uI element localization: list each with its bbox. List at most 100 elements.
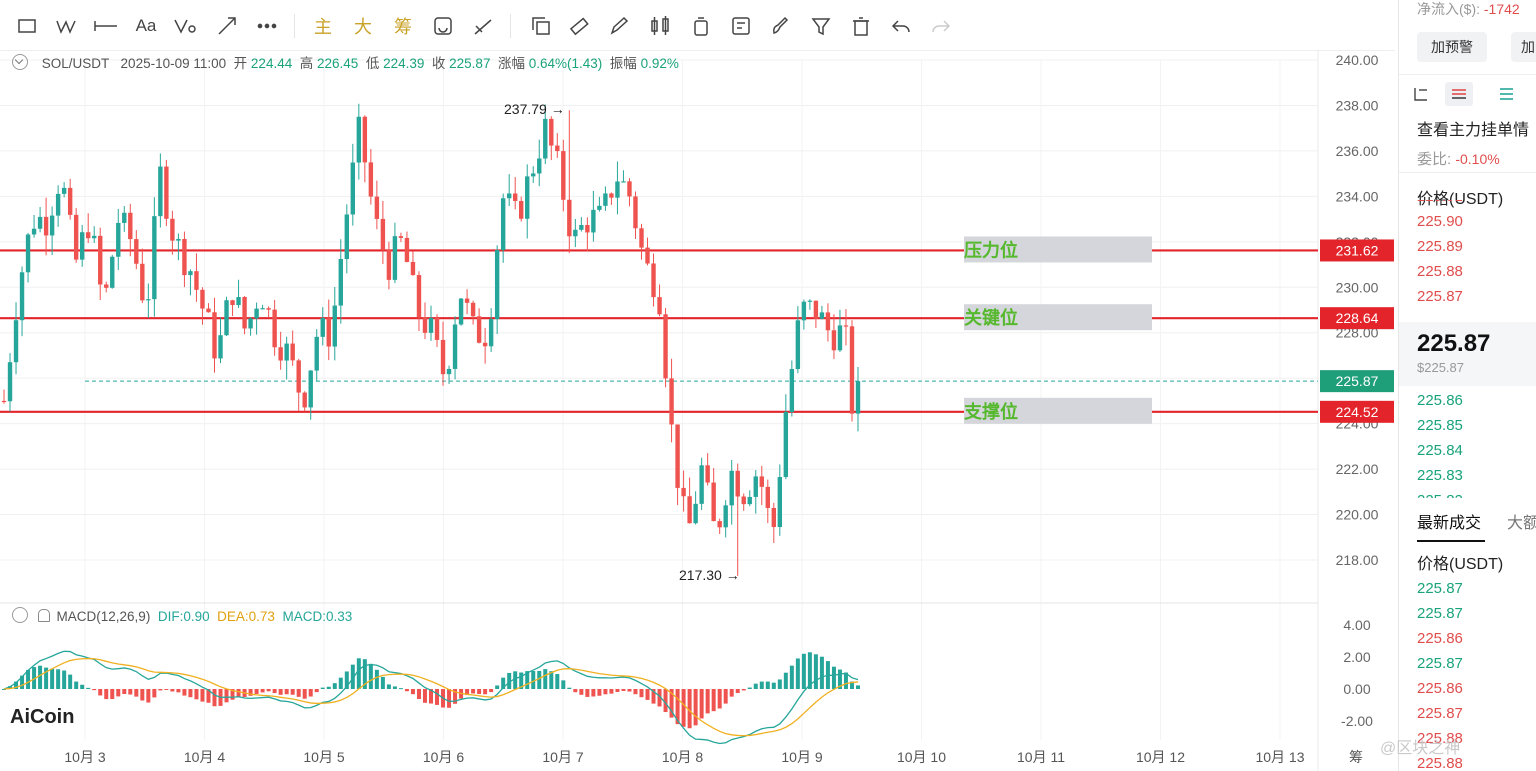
candle-body bbox=[380, 218, 386, 250]
candle-body bbox=[675, 424, 680, 488]
macd-histogram-bar bbox=[86, 687, 91, 689]
macd-histogram-bar bbox=[260, 689, 265, 693]
pencil-icon[interactable] bbox=[606, 14, 632, 38]
rectangle-icon[interactable] bbox=[14, 14, 40, 38]
candle-body bbox=[61, 187, 67, 194]
sync-icon[interactable] bbox=[430, 14, 456, 38]
trade-price-row[interactable]: 225.87 bbox=[1417, 655, 1463, 672]
filter-icon[interactable] bbox=[808, 14, 834, 38]
ask-price-row[interactable]: 225.87 bbox=[1417, 288, 1463, 305]
candle-body bbox=[362, 116, 368, 163]
bid-price-row[interactable]: 225.83 bbox=[1417, 467, 1463, 484]
trade-price-row[interactable]: 225.87 bbox=[1417, 580, 1463, 597]
macd-histogram-bar bbox=[308, 689, 313, 697]
candle-body bbox=[615, 181, 620, 198]
trade-price-row[interactable]: 225.86 bbox=[1417, 680, 1463, 697]
macd-histogram-bar bbox=[657, 689, 662, 707]
macd-histogram-bar bbox=[44, 667, 49, 689]
candle-body bbox=[428, 317, 434, 333]
trade-price-row[interactable]: 225.87 bbox=[1417, 705, 1463, 722]
macd-histogram-bar bbox=[416, 689, 421, 700]
ratio-label: 委比: bbox=[1417, 151, 1452, 168]
macd-histogram-bar bbox=[248, 689, 253, 696]
candle-body bbox=[645, 247, 650, 264]
wave-icon[interactable] bbox=[54, 14, 80, 38]
depth-both-icon[interactable] bbox=[1445, 82, 1473, 106]
low-label: 低 bbox=[365, 56, 380, 71]
macd-histogram-bar bbox=[176, 689, 181, 693]
bid-price-row[interactable]: 225.86 bbox=[1417, 392, 1463, 409]
candle-body bbox=[278, 347, 283, 361]
add-button[interactable]: 加 bbox=[1511, 32, 1536, 62]
candle-body bbox=[404, 237, 410, 262]
timer-icon[interactable] bbox=[688, 14, 714, 38]
more-icon[interactable] bbox=[254, 14, 280, 38]
big-order-button[interactable]: 大 bbox=[354, 17, 372, 37]
ask-price-row[interactable]: 225.88 bbox=[1417, 263, 1463, 280]
fibonacci-icon[interactable] bbox=[172, 14, 200, 38]
candle-body bbox=[777, 477, 783, 528]
candle-body bbox=[651, 263, 656, 298]
trade-price-row[interactable]: 225.88 bbox=[1417, 730, 1463, 747]
tab-big-trades[interactable]: 大额 bbox=[1507, 515, 1536, 532]
candle-body bbox=[37, 216, 43, 229]
trend-line-icon[interactable] bbox=[214, 14, 240, 38]
redo-icon[interactable] bbox=[928, 14, 954, 38]
trade-price-row[interactable]: 225.87 bbox=[1417, 605, 1463, 622]
depth-title[interactable]: 查看主力挂单情 bbox=[1417, 122, 1530, 139]
depth-list-icon[interactable] bbox=[1495, 84, 1519, 104]
copy-icon[interactable] bbox=[528, 14, 554, 38]
chip-distribution-button[interactable]: 筹 bbox=[394, 17, 412, 37]
candle-body bbox=[356, 116, 362, 163]
bell-icon[interactable] bbox=[37, 609, 50, 622]
horizontal-line-icon[interactable] bbox=[93, 14, 119, 38]
candle-body bbox=[350, 162, 356, 215]
macd-histogram-bar bbox=[639, 689, 644, 698]
close-label: 收 bbox=[431, 56, 446, 71]
candle-body bbox=[543, 118, 548, 159]
net-inflow: 净流入($): -1742 bbox=[1417, 0, 1520, 19]
depth-layout-icon[interactable] bbox=[1411, 84, 1435, 104]
text-tool-icon[interactable]: Aa bbox=[135, 16, 157, 35]
candle-body bbox=[627, 181, 632, 197]
measure-icon[interactable] bbox=[470, 14, 496, 38]
candle-body bbox=[170, 218, 175, 241]
ask-price-row[interactable]: 225.91 bbox=[1417, 200, 1463, 205]
add-alert-button[interactable]: 加预警 bbox=[1417, 32, 1487, 62]
min-price-label: 217.30 → bbox=[679, 567, 740, 583]
tab-latest-trades[interactable]: 最新成交 bbox=[1417, 515, 1482, 532]
candle-chart-icon[interactable] bbox=[648, 14, 674, 38]
collapse-icon[interactable] bbox=[12, 607, 28, 623]
drawing-toolbar: Aa 主 大 筹 bbox=[0, 0, 1395, 51]
ruler-icon[interactable] bbox=[566, 14, 592, 38]
main-indicator-button[interactable]: 主 bbox=[314, 17, 332, 37]
candle-body bbox=[416, 275, 422, 318]
panel-divider bbox=[1399, 74, 1536, 75]
brush-icon[interactable] bbox=[768, 14, 794, 38]
candle-body bbox=[603, 193, 608, 206]
undo-icon[interactable] bbox=[888, 14, 914, 38]
note-icon[interactable] bbox=[728, 14, 754, 38]
candle-body bbox=[266, 308, 271, 310]
ask-price-row[interactable]: 225.90 bbox=[1417, 213, 1463, 230]
trash-icon[interactable] bbox=[848, 14, 874, 38]
macd-histogram-bar bbox=[843, 672, 848, 689]
candle-body bbox=[735, 470, 740, 497]
collapse-icon[interactable] bbox=[12, 54, 28, 70]
candle-body bbox=[597, 205, 602, 210]
bid-price-row[interactable]: 225.85 bbox=[1417, 417, 1463, 434]
watermark: @区块之神 bbox=[1380, 740, 1461, 757]
candle-body bbox=[19, 272, 25, 321]
ask-price-row[interactable]: 225.89 bbox=[1417, 238, 1463, 255]
bid-price-row[interactable]: 225.82 bbox=[1417, 492, 1463, 498]
macd-histogram-bar bbox=[254, 689, 259, 694]
bid-price-row[interactable]: 225.84 bbox=[1417, 442, 1463, 459]
candle-body bbox=[525, 176, 530, 219]
candle-body bbox=[765, 486, 770, 508]
trade-price-row[interactable]: 225.88 bbox=[1417, 755, 1463, 771]
trade-price-row[interactable]: 225.86 bbox=[1417, 630, 1463, 647]
macd-histogram-bar bbox=[134, 689, 139, 697]
macd-histogram-bar bbox=[615, 689, 620, 692]
max-price-label: 237.79 → bbox=[504, 101, 565, 117]
